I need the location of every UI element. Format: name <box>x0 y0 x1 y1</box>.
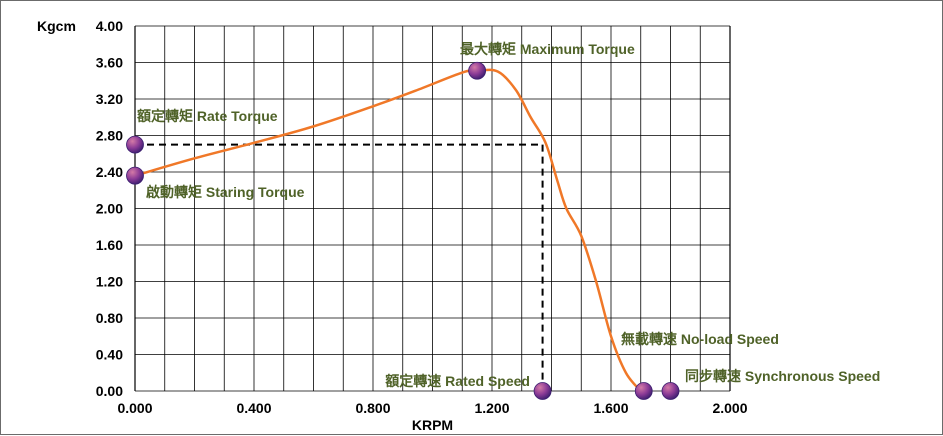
y-tick-label: 0.00 <box>96 383 123 399</box>
y-tick-label: 2.00 <box>96 201 123 217</box>
x-axis-label: KRPM <box>412 417 453 433</box>
y-tick-label: 2.40 <box>96 164 123 180</box>
y-axis-label: Kgcm <box>37 18 76 34</box>
y-tick-label: 3.20 <box>96 91 123 107</box>
no-load-speed-label: 無載轉速 No-load Speed <box>621 331 779 347</box>
x-tick-label: 1.200 <box>474 400 509 416</box>
y-tick-label: 0.40 <box>96 347 123 363</box>
synchronous-speed-marker <box>661 382 680 400</box>
y-tick-label: 1.20 <box>96 274 123 290</box>
torque-curve <box>134 68 642 392</box>
rate-torque-marker <box>126 135 144 154</box>
synchronous-speed-label: 同步轉速 Synchronous Speed <box>685 368 880 384</box>
y-tick-label: 0.80 <box>96 310 123 326</box>
maximum-torque-label: 最大轉矩 Maximum Torque <box>460 41 635 57</box>
y-tick-label: 2.80 <box>96 128 123 144</box>
x-tick-label: 0.800 <box>355 400 390 416</box>
y-tick-label: 3.60 <box>96 55 123 71</box>
x-tick-label: 1.600 <box>593 400 628 416</box>
rated-speed-marker <box>533 382 552 400</box>
rated-speed-label: 額定轉速 Rated Speed <box>384 373 530 389</box>
y-tick-label: 4.00 <box>96 18 123 34</box>
y-tick-label: 1.60 <box>96 237 123 253</box>
no-load-speed-marker <box>634 382 653 400</box>
rate-torque-label: 額定轉矩 Rate Torque <box>136 108 278 124</box>
maximum-torque-marker <box>468 61 487 80</box>
x-tick-label: 0.000 <box>117 400 152 416</box>
starting-torque-marker <box>126 166 144 185</box>
starting-torque-label: 啟動轉矩 Staring Torque <box>146 184 305 200</box>
x-tick-label: 2.000 <box>712 400 747 416</box>
x-tick-label: 0.400 <box>236 400 271 416</box>
